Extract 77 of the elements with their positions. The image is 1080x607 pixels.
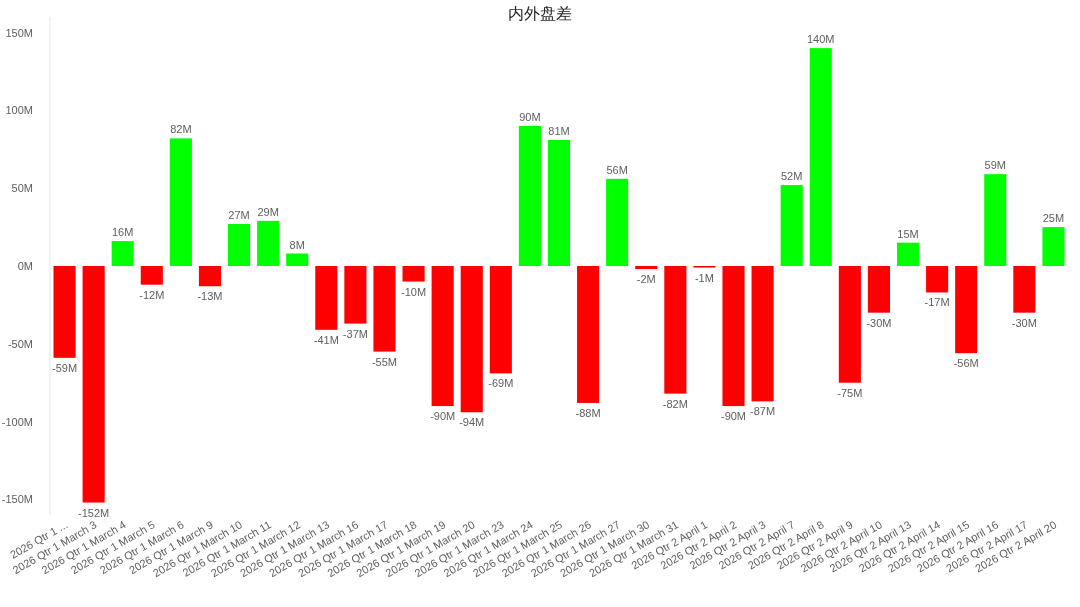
- data-label: -75M: [837, 386, 863, 399]
- bar: [780, 185, 803, 266]
- data-label: -87M: [750, 405, 776, 418]
- bar: [518, 125, 541, 266]
- chart-title: 内外盘差: [508, 5, 572, 22]
- bar: [722, 266, 745, 407]
- bar: [955, 266, 978, 354]
- bar: [257, 220, 280, 266]
- data-label: 52M: [780, 170, 803, 183]
- bar: [984, 174, 1007, 266]
- data-label: -30M: [1011, 316, 1037, 329]
- bar: [489, 266, 512, 374]
- data-label: -90M: [720, 410, 747, 423]
- data-label: -94M: [459, 416, 485, 429]
- bar: [635, 266, 658, 270]
- data-label: -1M: [694, 271, 714, 284]
- bar: [1013, 266, 1036, 313]
- data-label: 8M: [289, 238, 305, 251]
- data-label: -56M: [953, 357, 979, 370]
- data-label: 140M: [807, 33, 835, 46]
- data-label: -17M: [924, 296, 950, 309]
- bar: [82, 266, 105, 503]
- bar: [809, 48, 832, 266]
- data-label: -2M: [636, 273, 656, 286]
- y-tick-label: -100M: [1, 415, 33, 428]
- data-label: -37M: [342, 327, 368, 340]
- data-label: 82M: [170, 123, 192, 136]
- y-tick-label: 50M: [11, 182, 33, 195]
- bar: [547, 139, 571, 266]
- data-label: 56M: [606, 163, 628, 176]
- data-label: -152M: [78, 506, 110, 519]
- bar: [402, 266, 425, 282]
- bar: [111, 241, 134, 266]
- data-label: -82M: [662, 397, 688, 410]
- data-label: -30M: [866, 316, 892, 329]
- bar: [1042, 227, 1065, 266]
- data-label: -59M: [52, 361, 78, 374]
- bar: [315, 266, 338, 330]
- bar: [606, 178, 629, 266]
- data-label: -55M: [371, 355, 398, 368]
- bar: [664, 266, 687, 394]
- data-label: 15M: [897, 227, 919, 240]
- bar: [896, 242, 920, 266]
- bar: [577, 266, 600, 403]
- data-label: -90M: [430, 410, 456, 423]
- y-tick-label: 100M: [5, 104, 33, 117]
- data-label: -69M: [488, 377, 514, 390]
- bar: [228, 223, 251, 266]
- bar: [431, 266, 454, 407]
- data-label: 59M: [984, 159, 1006, 172]
- data-label: -41M: [313, 333, 339, 346]
- y-tick-label: -50M: [7, 337, 33, 350]
- data-label: 27M: [228, 208, 250, 221]
- data-label: 25M: [1042, 212, 1065, 225]
- data-label: 81M: [548, 124, 570, 137]
- bar: [460, 266, 483, 413]
- bar: [867, 266, 890, 313]
- data-label: 16M: [112, 226, 134, 239]
- bar: [751, 266, 774, 402]
- y-tick-label: 150M: [5, 26, 33, 39]
- bar: [198, 266, 222, 287]
- data-label: 29M: [257, 205, 279, 218]
- bar: [344, 266, 367, 324]
- data-label: -12M: [139, 288, 165, 301]
- y-tick-label: 0M: [17, 260, 33, 272]
- data-label: -10M: [401, 285, 427, 298]
- bar: [286, 253, 309, 266]
- bar: [373, 266, 396, 352]
- bar: [53, 266, 76, 358]
- data-label: -13M: [197, 290, 223, 303]
- bar: [838, 266, 861, 383]
- y-tick-label: -150M: [1, 493, 33, 506]
- bar: [140, 266, 163, 285]
- bar: [926, 266, 949, 293]
- data-label: -88M: [575, 406, 601, 419]
- bar: [169, 138, 192, 266]
- data-label: 90M: [519, 110, 541, 123]
